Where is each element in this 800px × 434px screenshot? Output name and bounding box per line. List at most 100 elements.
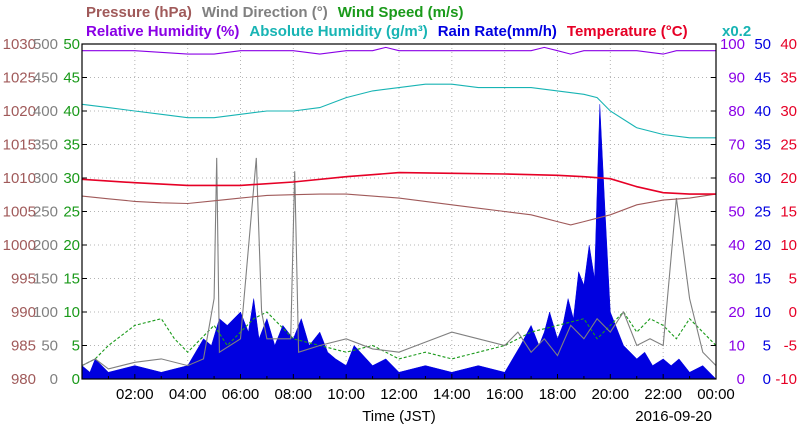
rain_rate-tick-label: 40: [754, 103, 771, 120]
legend-label: Pressure (hPa): [86, 4, 192, 21]
wind_direction-tick-label: 450: [33, 70, 58, 87]
rain_rate-tick-label: 5: [763, 338, 771, 355]
rain_rate-tick-label: 20: [754, 237, 771, 254]
pressure-tick-label: 990: [11, 304, 36, 321]
wind_direction-tick-label: 400: [33, 103, 58, 120]
wind_direction-tick-label: 300: [33, 170, 58, 187]
x-tick-label: 00:00: [697, 386, 735, 403]
x-tick-label: 10:00: [327, 386, 365, 403]
x-tick-label: 06:00: [222, 386, 260, 403]
pressure-tick-label: 1020: [3, 103, 36, 120]
humidity-tick-label: 80: [728, 103, 745, 120]
legend-label: Rain Rate(mm/h): [438, 23, 557, 40]
legend-label: Wind Speed (m/s): [338, 4, 464, 21]
pressure-tick-label: 985: [11, 338, 36, 355]
humidity-tick-label: 50: [728, 204, 745, 221]
scale-note: x0.2: [722, 23, 751, 40]
humidity-tick-label: 100: [720, 36, 745, 53]
relative-humidity-line: [82, 46, 716, 55]
temperature-tick-label: 15: [780, 204, 797, 221]
x-axis-title: Time (JST): [362, 408, 436, 425]
temperature-tick-label: 20: [780, 170, 797, 187]
pressure-tick-label: 1005: [3, 204, 36, 221]
legend-label: Relative Humidity (%): [86, 23, 239, 40]
humidity-tick-label: 10: [728, 338, 745, 355]
x-tick-label: 18:00: [539, 386, 577, 403]
pressure-tick-label: 1010: [3, 170, 36, 187]
rain_rate-tick-label: 25: [754, 204, 771, 221]
legend-label: Temperature (°C): [567, 23, 688, 40]
rain-rate-mm-h-area: [81, 104, 717, 380]
pressure-hpa-line: [81, 193, 717, 226]
wind_speed-tick-label: 15: [63, 271, 80, 288]
wind_speed-tick-label: 5: [72, 338, 80, 355]
wind_direction-tick-label: 500: [33, 36, 58, 53]
chart-header: Pressure (hPa) Wind Direction (°) Wind Spe…: [86, 4, 751, 40]
x-axis: 02:00 04:00 06:00 08:00 10:00 12:00 14:00 16:00…: [107, 374, 735, 403]
x-tick-label: 22:00: [644, 386, 682, 403]
wind_speed-tick-label: 45: [63, 70, 80, 87]
rain_rate-tick-label: 45: [754, 70, 771, 87]
pressure-tick-label: 1025: [3, 70, 36, 87]
wind_direction-tick-label: 200: [33, 237, 58, 254]
pressure-tick-label: 1015: [3, 137, 36, 154]
humidity-tick-label: 60: [728, 170, 745, 187]
pressure-tick-label: 1000: [3, 237, 36, 254]
wind_speed-tick-label: 30: [63, 170, 80, 187]
humidity-tick-label: 90: [728, 70, 745, 87]
temperature-tick-label: 25: [780, 137, 797, 154]
temperature-tick-label: 0: [789, 304, 797, 321]
pressure-tick-label: 980: [11, 371, 36, 388]
legend-label: Wind Direction (°): [202, 4, 328, 21]
humidity-tick-label: 20: [728, 304, 745, 321]
temperature-tick-label: 5: [789, 271, 797, 288]
humidity-tick-label: 40: [728, 237, 745, 254]
wind_speed-tick-label: 35: [63, 137, 80, 154]
x-tick-label: 02:00: [116, 386, 154, 403]
absolute-humidity-g-m-line: [81, 83, 716, 139]
x-tick-label: 04:00: [169, 386, 207, 403]
rain_rate-tick-label: 10: [754, 304, 771, 321]
pressure-tick-label: 1030: [3, 36, 36, 53]
x-tick-label: 16:00: [486, 386, 524, 403]
rain_rate-tick-label: 15: [754, 271, 771, 288]
pressure-tick-label: 995: [11, 271, 36, 288]
temperature-tick-label: -10: [775, 371, 797, 388]
x-tick-label: 20:00: [592, 386, 630, 403]
date-label: 2016-09-20: [635, 408, 712, 425]
wind_speed-tick-label: 20: [63, 237, 80, 254]
temperature-tick-label: -5: [784, 338, 797, 355]
rain_rate-tick-label: 50: [754, 36, 771, 53]
legend-label: Absolute Humidity (g/m³): [249, 23, 427, 40]
temperature-c-line: [81, 171, 716, 195]
right-axes: 0102030405060708090100051015202530354045…: [711, 36, 797, 388]
wind_direction-tick-label: 350: [33, 137, 58, 154]
humidity-tick-label: 70: [728, 137, 745, 154]
wind_direction-tick-label: 100: [33, 304, 58, 321]
wind-speed-m-s-line: [81, 311, 717, 367]
wind_speed-tick-label: 40: [63, 103, 80, 120]
left-axes: 9809859909951000100510101015102010251030…: [3, 36, 87, 388]
rain_rate-tick-label: 30: [754, 170, 771, 187]
temperature-tick-label: 10: [780, 237, 797, 254]
rain_rate-tick-label: 0: [763, 371, 771, 388]
humidity-tick-label: 30: [728, 271, 745, 288]
wind_direction-tick-label: 0: [50, 371, 58, 388]
wind-direction-line: [81, 157, 717, 370]
grid: [82, 44, 716, 379]
x-tick-label: 14:00: [433, 386, 471, 403]
temperature-tick-label: 40: [780, 36, 797, 53]
series-layer: [81, 46, 717, 380]
wind_speed-tick-label: 0: [72, 371, 80, 388]
x-tick-label: 12:00: [380, 386, 418, 403]
wind_speed-tick-label: 25: [63, 204, 80, 221]
rain_rate-tick-label: 35: [754, 137, 771, 154]
wind_speed-tick-label: 50: [63, 36, 80, 53]
temperature-tick-label: 35: [780, 70, 797, 87]
wind_direction-tick-label: 150: [33, 271, 58, 288]
wind_speed-tick-label: 10: [63, 304, 80, 321]
wind_direction-tick-label: 250: [33, 204, 58, 221]
wind_direction-tick-label: 50: [41, 338, 58, 355]
humidity-tick-label: 0: [737, 371, 745, 388]
